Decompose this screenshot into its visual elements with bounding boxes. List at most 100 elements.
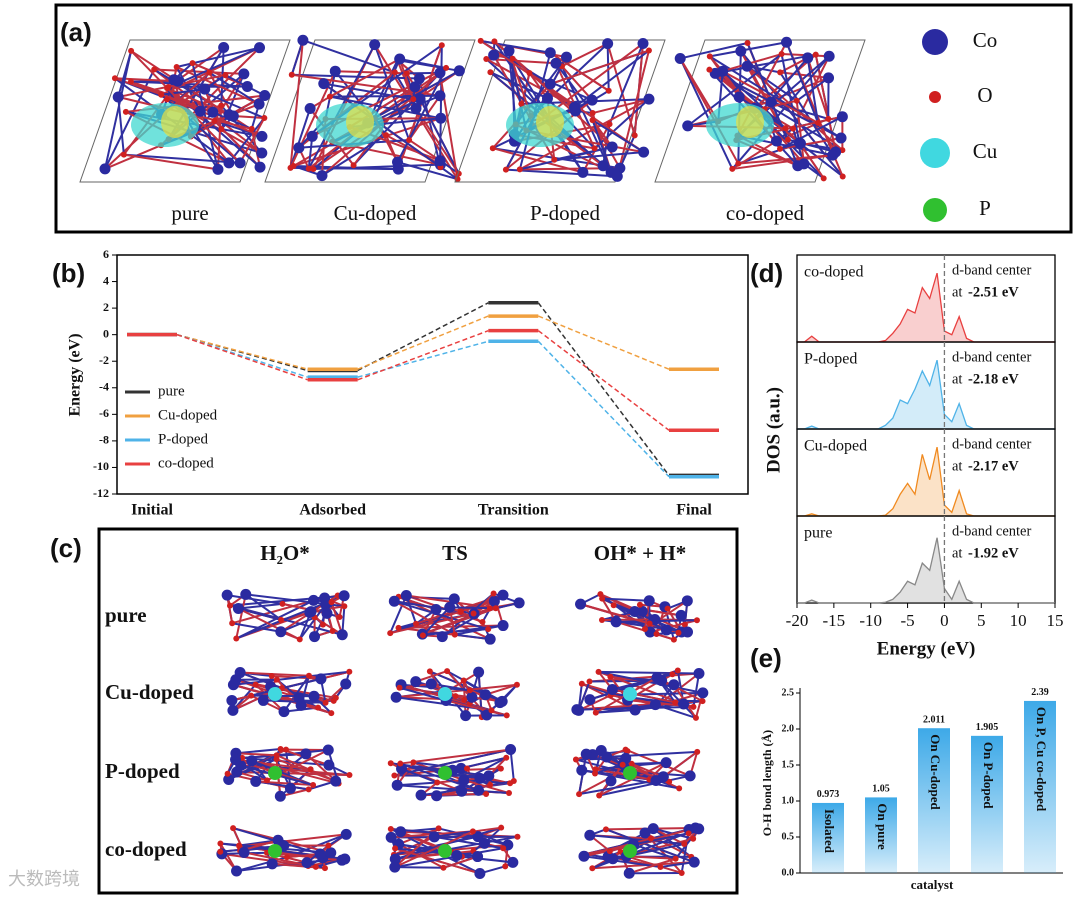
bond	[616, 50, 650, 177]
bond	[400, 748, 511, 765]
atom	[497, 765, 504, 772]
atom	[301, 857, 313, 869]
legend-label: P-doped	[158, 431, 208, 447]
bond	[422, 607, 497, 636]
y-tick-label: 1.0	[782, 795, 795, 806]
atom	[385, 831, 397, 843]
bond	[235, 752, 277, 757]
bond	[239, 833, 347, 848]
atom	[396, 684, 403, 691]
atom	[164, 85, 171, 92]
bond	[394, 830, 474, 869]
atom	[690, 835, 697, 842]
category-label: On pure	[875, 803, 890, 850]
bond	[443, 855, 478, 869]
x-tick-label: -20	[786, 611, 809, 630]
atom	[254, 42, 266, 54]
atom	[623, 867, 635, 879]
atom	[111, 75, 118, 82]
atom	[510, 778, 517, 785]
annotation: at	[952, 284, 962, 300]
atom	[498, 824, 505, 831]
atom	[307, 766, 314, 773]
atom	[782, 125, 789, 132]
bond	[779, 136, 842, 150]
bond	[393, 600, 456, 636]
x-tick-label: -5	[900, 611, 914, 630]
row-label: pure	[105, 603, 147, 627]
atom	[300, 748, 312, 760]
atom	[472, 851, 484, 863]
atom	[473, 666, 485, 678]
atom	[793, 137, 805, 149]
atom	[485, 626, 492, 633]
atom	[455, 762, 467, 774]
bond	[785, 41, 819, 124]
bond	[231, 599, 314, 625]
atom	[305, 165, 312, 172]
atom	[273, 752, 280, 759]
atom	[470, 610, 477, 617]
category-label: On P-doped	[981, 742, 996, 810]
atom	[550, 57, 562, 69]
bond	[589, 834, 685, 845]
y-tick-label: 6	[103, 247, 109, 261]
atom	[694, 748, 701, 755]
atom	[284, 854, 291, 861]
atom	[248, 125, 255, 132]
bond	[280, 616, 316, 633]
atom	[217, 848, 224, 855]
legend-atom	[920, 138, 950, 168]
bond	[598, 670, 704, 694]
atom	[339, 853, 351, 865]
bond	[323, 82, 414, 101]
atom	[340, 828, 352, 840]
atom	[312, 863, 319, 870]
atom	[660, 757, 672, 769]
atom	[434, 90, 446, 102]
atom	[277, 746, 284, 753]
atom	[232, 603, 244, 615]
atom	[461, 696, 468, 703]
atom	[657, 864, 664, 871]
atom	[409, 81, 421, 93]
atom	[518, 100, 525, 107]
atom	[431, 790, 443, 802]
x-tick-label: Transition	[478, 502, 549, 519]
atom	[434, 155, 446, 167]
atom	[460, 710, 472, 722]
atom	[394, 53, 406, 65]
bond	[446, 670, 503, 703]
structure-label: P-doped	[530, 201, 600, 225]
atom	[560, 51, 572, 63]
bond	[746, 65, 798, 102]
atom	[693, 667, 705, 679]
panel-label: (e)	[750, 643, 782, 673]
bond	[606, 43, 610, 91]
bond	[655, 703, 697, 719]
bond	[251, 759, 339, 785]
atom	[414, 93, 426, 105]
connector	[537, 330, 670, 431]
bond	[434, 835, 504, 850]
atom	[413, 620, 420, 627]
connector	[357, 340, 489, 378]
atom	[578, 680, 585, 687]
atom	[458, 774, 470, 786]
bond	[394, 847, 481, 875]
atom	[589, 865, 596, 872]
charge-density	[346, 106, 374, 138]
atom	[217, 840, 224, 847]
atom	[453, 65, 465, 77]
bond	[290, 39, 304, 76]
atom	[253, 98, 265, 110]
atom	[480, 689, 492, 701]
atom	[477, 37, 484, 44]
atom	[473, 784, 485, 796]
y-tick-label: -10	[93, 459, 109, 473]
atom	[483, 790, 490, 797]
atom	[326, 93, 333, 100]
atom	[735, 45, 747, 57]
bond	[746, 65, 781, 74]
